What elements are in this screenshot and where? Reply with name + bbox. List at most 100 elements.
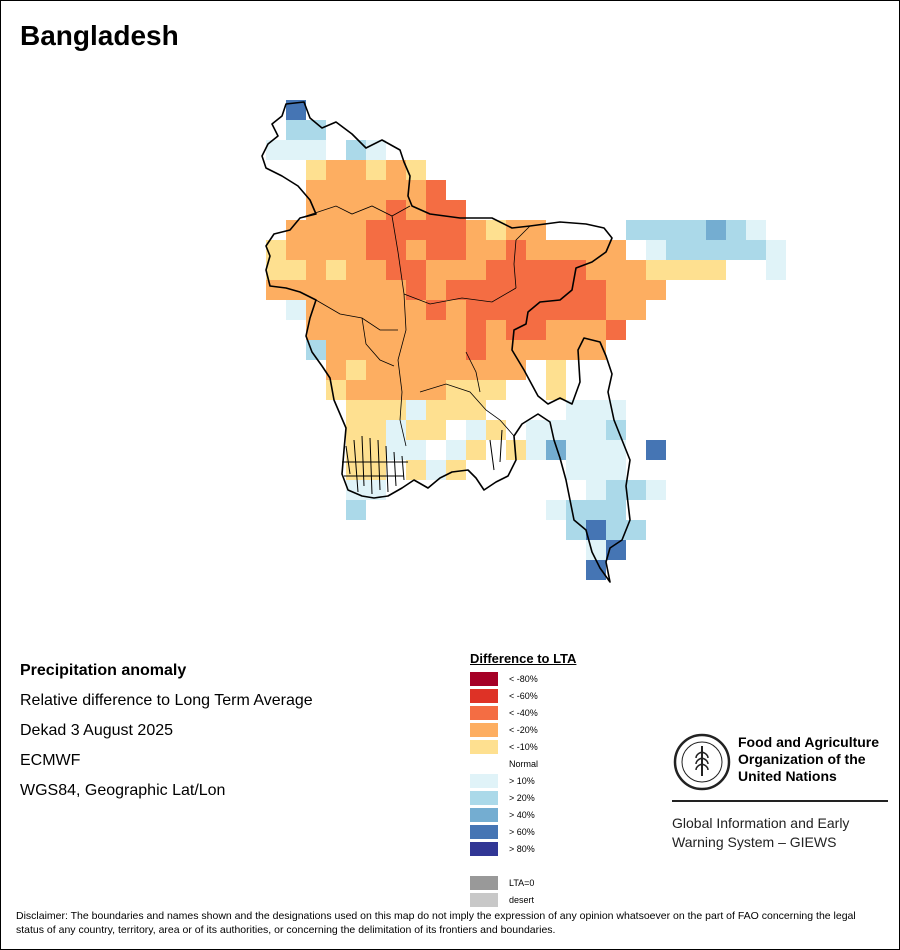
legend-swatch [470,808,498,822]
anomaly-cell [606,440,626,460]
anomaly-cell [366,340,386,360]
anomaly-cell [646,280,666,300]
precipitation-anomaly-map [261,100,786,583]
anomaly-cell [466,400,486,420]
legend-label: > 40% [509,810,535,820]
anomaly-cell [326,340,346,360]
anomaly-cell [546,380,566,400]
anomaly-cell [606,540,626,560]
anomaly-cell [546,320,566,340]
anomaly-cell [566,460,586,480]
anomaly-cell [346,240,366,260]
anomaly-cell [286,220,306,240]
anomaly-cell [306,240,326,260]
anomaly-cell [486,260,506,280]
legend-label: < -10% [509,742,538,752]
anomaly-cell [546,420,566,440]
anomaly-cell [426,260,446,280]
anomaly-cell [446,280,466,300]
anomaly-cell [326,180,346,200]
anomaly-cell [526,240,546,260]
fao-name-line-2: Organization of the [738,751,866,767]
anomaly-cell [586,520,606,540]
anomaly-cell [566,340,586,360]
legend-swatch [470,740,498,754]
division-boundaries [299,205,531,447]
anomaly-cell [666,240,686,260]
anomaly-cell [566,280,586,300]
anomaly-cell [366,160,386,180]
anomaly-cell [526,320,546,340]
anomaly-cell [586,400,606,420]
anomaly-cell [446,400,466,420]
anomaly-cell [506,340,526,360]
anomaly-cell [366,180,386,200]
anomaly-cell [426,240,446,260]
anomaly-cell [506,300,526,320]
anomaly-cell [566,420,586,440]
anomaly-cell [486,380,506,400]
anomaly-cell [406,180,426,200]
legend-label: < -20% [509,725,538,735]
anomaly-cell [566,500,586,520]
anomaly-cell [646,240,666,260]
anomaly-cell [626,520,646,540]
anomaly-cell [386,280,406,300]
anomaly-cell [586,560,606,580]
map-info: Precipitation anomaly Relative differenc… [20,656,313,806]
anomaly-cell [606,280,626,300]
anomaly-cell [546,360,566,380]
country-boundary [261,101,631,583]
anomaly-cell [406,420,426,440]
anomaly-cell [706,260,726,280]
anomaly-cell [426,180,446,200]
anomaly-cell [506,440,526,460]
info-line-4: WGS84, Geographic Lat/Lon [20,782,226,799]
anomaly-cell [586,460,606,480]
anomaly-cell [446,340,466,360]
anomaly-cell [626,300,646,320]
anomaly-cell [606,520,626,540]
anomaly-cell [506,220,526,240]
anomaly-cell [466,320,486,340]
anomaly-cell [706,240,726,260]
anomaly-cell [366,300,386,320]
anomaly-cell [626,480,646,500]
anomaly-cell [606,420,626,440]
anomaly-cell [306,260,326,280]
anomaly-cell [346,140,366,160]
anomaly-cell [546,440,566,460]
anomaly-cell [506,320,526,340]
legend-label: < -80% [509,674,538,684]
anomaly-cell [286,240,306,260]
anomaly-cell [566,440,586,460]
anomaly-cell [606,400,626,420]
anomaly-cell [726,220,746,240]
anomaly-cell [366,360,386,380]
fao-name: Food and Agriculture Organization of the… [738,734,898,785]
anomaly-cell [306,220,326,240]
anomaly-cell [766,240,786,260]
anomaly-cell [586,240,606,260]
anomaly-cell [466,340,486,360]
anomaly-cell [306,160,326,180]
anomaly-cell [266,280,286,300]
anomaly-cell [566,400,586,420]
anomaly-cell [746,240,766,260]
anomaly-cell [386,260,406,280]
anomaly-cell [646,480,666,500]
anomaly-cell [306,320,326,340]
anomaly-cell [426,400,446,420]
legend-swatch [470,893,498,907]
anomaly-cell [406,220,426,240]
anomaly-cell [526,420,546,440]
anomaly-cell [326,200,346,220]
legend-label: Normal [509,759,539,769]
anomaly-cell [586,320,606,340]
anomaly-cell [346,280,366,300]
anomaly-cell [466,380,486,400]
anomaly-cell [526,220,546,240]
anomaly-cell [406,300,426,320]
anomaly-cell [566,240,586,260]
sundarbans-coastline [342,429,503,495]
